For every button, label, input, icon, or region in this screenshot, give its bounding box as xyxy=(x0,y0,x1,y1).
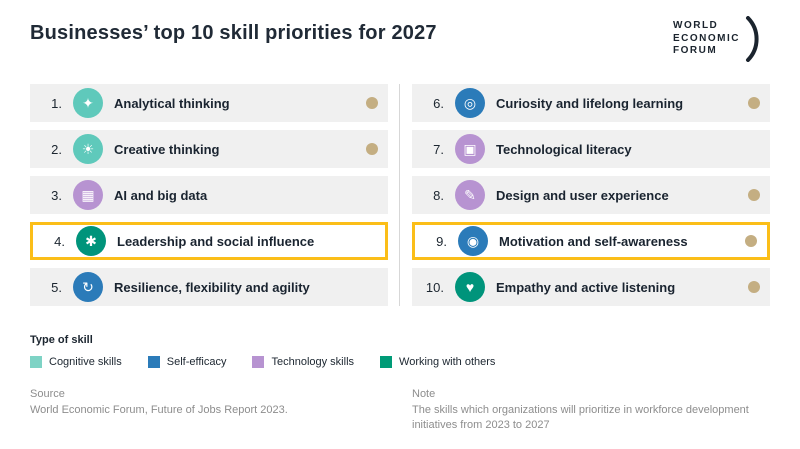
icon-glyph: ☀ xyxy=(81,141,95,157)
legend-item-cognitive: Cognitive skills xyxy=(30,356,122,368)
icon-glyph: ♥ xyxy=(465,279,475,295)
skill-label: Technological literacy xyxy=(496,141,632,157)
skill-label: Curiosity and lifelong learning xyxy=(496,95,684,111)
note-heading: Note xyxy=(412,388,436,400)
rank-label: 2. xyxy=(51,141,62,157)
icon-glyph: ✦ xyxy=(82,95,94,111)
skill-label: Design and user experience xyxy=(496,187,669,203)
curiosity-lifelong-learning-icon: ◎ xyxy=(455,88,485,118)
icon-glyph: ✱ xyxy=(85,233,97,249)
wef-logo-line2: ECONOMIC xyxy=(673,32,740,44)
skill-label: Resilience, flexibility and agility xyxy=(114,279,310,295)
marker-dot xyxy=(748,281,760,293)
column-left: 1. ✦ Analytical thinking 2. ☀ Creative t… xyxy=(30,84,388,314)
resilience-flexibility-agility-icon: ↻ xyxy=(73,272,103,302)
legend-item-working-with-others: Working with others xyxy=(380,356,495,368)
technological-literacy-icon: ▣ xyxy=(455,134,485,164)
marker-dot xyxy=(366,97,378,109)
wef-logo-arc-icon xyxy=(746,16,759,62)
motivation-self-awareness-icon: ◉ xyxy=(458,226,488,256)
skills-grid: 1. ✦ Analytical thinking 2. ☀ Creative t… xyxy=(30,84,770,314)
marker-dot xyxy=(745,235,757,247)
rank-label: 3. xyxy=(51,187,62,203)
skill-row-6: 6. ◎ Curiosity and lifelong learning xyxy=(412,84,770,122)
rank-label: 9. xyxy=(436,233,447,249)
legend-label: Working with others xyxy=(399,356,496,368)
footer: Source World Economic Forum, Future of J… xyxy=(30,388,770,433)
source-block: Source World Economic Forum, Future of J… xyxy=(30,388,412,433)
legend-label: Technology skills xyxy=(271,356,355,368)
legend-label: Self-efficacy xyxy=(166,356,227,368)
legend-item-technology: Technology skills xyxy=(252,356,354,368)
skill-row-10: 10. ♥ Empathy and active listening xyxy=(412,268,770,306)
leadership-social-influence-icon: ✱ xyxy=(76,226,106,256)
column-right: 6. ◎ Curiosity and lifelong learning 7. … xyxy=(412,84,770,314)
rank-label: 8. xyxy=(433,187,444,203)
wef-logo: WORLD ECONOMIC FORUM xyxy=(673,16,770,62)
skill-label: AI and big data xyxy=(114,187,208,203)
self-efficacy-swatch-icon xyxy=(147,356,160,368)
creative-thinking-icon: ☀ xyxy=(73,134,103,164)
rank-label: 10. xyxy=(425,279,444,295)
skill-label: Creative thinking xyxy=(114,141,220,157)
rank-label: 1. xyxy=(51,95,62,111)
skill-label: Motivation and self-awareness xyxy=(499,233,688,249)
skill-row-7: 7. ▣ Technological literacy xyxy=(412,130,770,168)
source-heading: Source xyxy=(30,388,65,400)
skill-label: Analytical thinking xyxy=(114,95,230,111)
rank-label: 6. xyxy=(433,95,444,111)
skill-label: Empathy and active listening xyxy=(496,279,676,295)
legend-items: Cognitive skills Self-efficacy Technolog… xyxy=(30,356,770,368)
note-block: Note The skills which organizations will… xyxy=(412,388,752,433)
cognitive-swatch-icon xyxy=(30,356,42,368)
skill-row-9-highlighted: 9. ◉ Motivation and self-awareness xyxy=(412,222,770,260)
legend-heading: Type of skill xyxy=(30,334,93,346)
icon-glyph: ✎ xyxy=(464,187,476,203)
working-with-others-swatch-icon xyxy=(380,356,393,368)
empathy-active-listening-icon: ♥ xyxy=(455,272,485,302)
legend-item-self-efficacy: Self-efficacy xyxy=(147,356,227,368)
icon-glyph: ▣ xyxy=(463,141,477,157)
technology-swatch-icon xyxy=(252,356,265,368)
rank-label: 4. xyxy=(54,233,65,249)
skill-row-4-highlighted: 4. ✱ Leadership and social influence xyxy=(30,222,388,260)
header: Businesses’ top 10 skill priorities for … xyxy=(30,16,770,62)
marker-dot xyxy=(748,97,760,109)
icon-glyph: ↻ xyxy=(82,279,94,295)
rank-label: 7. xyxy=(433,141,444,157)
skill-label: Leadership and social influence xyxy=(117,233,315,249)
skill-row-5: 5. ↻ Resilience, flexibility and agility xyxy=(30,268,388,306)
icon-glyph: ▦ xyxy=(81,187,95,203)
note-text: The skills which organizations will prio… xyxy=(412,404,749,431)
skill-row-1: 1. ✦ Analytical thinking xyxy=(30,84,388,122)
skill-row-8: 8. ✎ Design and user experience xyxy=(412,176,770,214)
wef-logo-text: WORLD ECONOMIC FORUM xyxy=(673,20,740,58)
legend-label: Cognitive skills xyxy=(49,356,122,368)
wef-logo-line1: WORLD xyxy=(673,20,719,32)
icon-glyph: ◉ xyxy=(466,233,480,249)
ai-big-data-icon: ▦ xyxy=(73,180,103,210)
icon-glyph: ◎ xyxy=(463,95,477,111)
rank-label: 5. xyxy=(51,279,62,295)
skill-row-2: 2. ☀ Creative thinking xyxy=(30,130,388,168)
marker-dot xyxy=(748,189,760,201)
legend: Type of skill Cognitive skills Self-effi… xyxy=(30,334,770,368)
source-text: World Economic Forum, Future of Jobs Rep… xyxy=(30,404,288,416)
skill-row-3: 3. ▦ AI and big data xyxy=(30,176,388,214)
marker-dot xyxy=(366,143,378,155)
wef-logo-line3: FORUM xyxy=(673,45,718,57)
page-title: Businesses’ top 10 skill priorities for … xyxy=(30,22,437,44)
analytical-thinking-icon: ✦ xyxy=(73,88,103,118)
design-user-experience-icon: ✎ xyxy=(455,180,485,210)
